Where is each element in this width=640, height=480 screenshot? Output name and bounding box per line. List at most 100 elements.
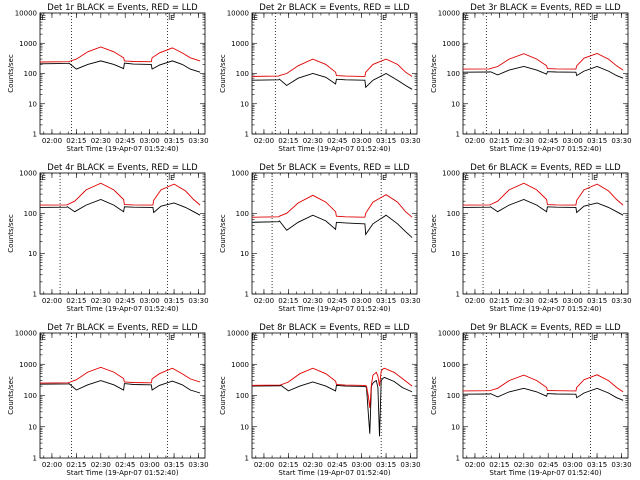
y-tick-label: 100 (236, 70, 249, 78)
x-tick-label: 03:30 (188, 137, 208, 145)
y-tick-label: 100 (236, 392, 249, 400)
plot-frame (39, 12, 206, 135)
x-tick-label: 02:15 (66, 461, 86, 469)
panel-title: Det 9r BLACK = Events, RED = LLD (470, 323, 621, 333)
y-axis-label: Counts/sec (430, 376, 438, 415)
x-tick-label: 02:00 (42, 297, 62, 305)
y-tick-label: 100 (24, 392, 37, 400)
panel-title: Det 6r BLACK = Events, RED = LLD (470, 163, 621, 173)
x-tick-label: 02:30 (303, 297, 323, 305)
y-tick-label: 1000 (231, 40, 249, 48)
panel-4: Det 4r BLACK = Events, RED = LLD 1 10 100 10… (7, 163, 209, 313)
event-marker-label: E (254, 14, 258, 22)
x-axis-label: Start Time (19-Apr-07 01:52:40) (278, 145, 390, 153)
y-tick-label: 10000 (227, 10, 249, 18)
series-events-line (39, 380, 201, 394)
y-tick-label: 1000 (231, 361, 249, 369)
series-lld-line (251, 58, 413, 77)
plot-frame (251, 332, 418, 459)
y-axis-label: Counts/sec (7, 214, 15, 253)
y-tick-label: 1 (33, 131, 37, 139)
y-tick-label: 100 (236, 210, 249, 218)
x-tick-label: 02:45 (327, 297, 347, 305)
x-tick-label: 02:15 (278, 461, 298, 469)
y-tick-label: 100 (24, 70, 37, 78)
event-marker-label: E (254, 334, 258, 342)
x-tick-label: 03:30 (188, 461, 208, 469)
y-tick-label: 1 (456, 131, 460, 139)
x-tick-label: 02:45 (115, 461, 135, 469)
panel-2: Det 2r BLACK = Events, RED = LLD 1 10 100 10… (219, 3, 421, 153)
series-events-line (462, 66, 624, 79)
panel-5: Det 5r BLACK = Events, RED = LLD 1 10 100 10… (219, 163, 421, 313)
x-tick-label: 02:45 (538, 297, 558, 305)
y-tick-label: 10 (28, 100, 37, 108)
x-tick-label: 02:30 (514, 137, 534, 145)
y-axis-label: Counts/sec (430, 54, 438, 93)
y-tick-label: 1 (33, 291, 37, 299)
series-events-line (39, 60, 201, 73)
y-tick-label: 10 (240, 250, 249, 258)
panel-9: Det 9r BLACK = Events, RED = LLD 1 10 100 10… (430, 323, 632, 477)
y-tick-label: 10000 (227, 330, 249, 338)
x-tick-label: 03:15 (587, 461, 607, 469)
y-tick-label: 10 (28, 423, 37, 431)
x-tick-label: 02:45 (538, 461, 558, 469)
y-tick-label: 10000 (15, 330, 37, 338)
event-marker-label: E (42, 14, 46, 22)
x-axis-label: Start Time (19-Apr-07 01:52:40) (278, 305, 390, 313)
x-tick-label: 03:15 (164, 137, 184, 145)
event-marker-label: E (42, 174, 46, 182)
event-marker-label: E (382, 14, 386, 22)
series-events-line (462, 199, 624, 216)
x-axis-label: Start Time (19-Apr-07 01:52:40) (489, 469, 601, 477)
x-tick-label: 02:15 (66, 297, 86, 305)
y-axis-label: Counts/sec (7, 376, 15, 415)
panel-title: Det 4r BLACK = Events, RED = LLD (47, 163, 198, 173)
x-tick-label: 03:00 (352, 461, 372, 469)
x-tick-label: 02:15 (278, 137, 298, 145)
x-tick-label: 02:15 (489, 297, 509, 305)
series-events-line (251, 376, 413, 437)
x-tick-label: 02:30 (91, 461, 111, 469)
x-tick-label: 02:00 (465, 137, 485, 145)
panel-1: Det 1r BLACK = Events, RED = LLD 1 10 100 10… (7, 3, 209, 153)
panel-title: Det 2r BLACK = Events, RED = LLD (259, 3, 410, 13)
x-tick-label: 02:30 (514, 461, 534, 469)
event-marker-label: E (170, 14, 174, 22)
x-tick-label: 02:00 (254, 137, 274, 145)
x-tick-label: 03:15 (587, 297, 607, 305)
x-tick-label: 03:15 (376, 461, 396, 469)
plot-frame (251, 172, 418, 295)
y-tick-label: 1 (245, 291, 249, 299)
y-tick-label: 1000 (442, 170, 460, 178)
x-tick-label: 03:15 (376, 137, 396, 145)
x-tick-label: 02:45 (538, 137, 558, 145)
panel-8: Det 8r BLACK = Events, RED = LLD 1 10 100 10… (219, 323, 421, 477)
y-tick-label: 10 (240, 100, 249, 108)
y-axis-label: Counts/sec (219, 376, 227, 415)
y-axis-label: Counts/sec (219, 214, 227, 253)
plot-frame (251, 12, 418, 135)
x-tick-label: 02:45 (115, 137, 135, 145)
x-tick-label: 03:30 (188, 297, 208, 305)
y-tick-label: 1000 (19, 170, 37, 178)
plot-frame (39, 332, 206, 459)
y-tick-label: 100 (447, 210, 460, 218)
y-tick-label: 1 (33, 455, 37, 463)
x-tick-label: 02:00 (465, 461, 485, 469)
y-tick-label: 1 (245, 455, 249, 463)
y-tick-label: 10 (28, 250, 37, 258)
x-tick-label: 03:15 (164, 461, 184, 469)
plot-frame (462, 172, 629, 295)
x-tick-label: 03:30 (611, 297, 631, 305)
y-tick-label: 1000 (19, 40, 37, 48)
panel-title: Det 1r BLACK = Events, RED = LLD (47, 3, 198, 13)
series-events-line (462, 387, 624, 401)
x-tick-label: 03:00 (352, 297, 372, 305)
y-tick-label: 1 (456, 455, 460, 463)
panel-6: Det 6r BLACK = Events, RED = LLD 1 10 100 10… (430, 163, 632, 313)
event-marker-label: E (42, 334, 46, 342)
series-lld-line (462, 53, 624, 71)
x-tick-label: 02:45 (327, 137, 347, 145)
